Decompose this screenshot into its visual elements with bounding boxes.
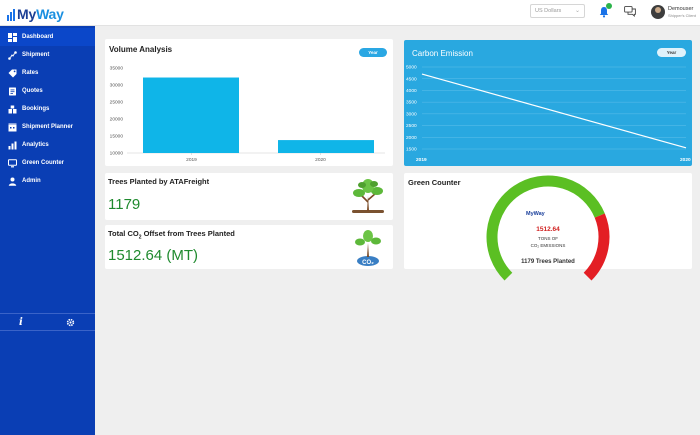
sidebar-item-label: Dashboard	[22, 34, 54, 40]
notification-badge	[606, 3, 612, 9]
sidebar-item-label: Rates	[22, 70, 39, 76]
volume-analysis-title: Volume Analysis	[109, 45, 173, 54]
x-tick-label: 2019	[186, 157, 197, 163]
gauge-red-arc	[583, 213, 610, 281]
volume-bar-chart: 10000 15000 20000 25000 30000 35000 2019 2020	[110, 66, 385, 163]
sidebar-item-label: Analytics	[22, 142, 49, 148]
info-icon[interactable]: i	[19, 317, 23, 328]
tree-icon	[352, 179, 384, 213]
y-tick-label: 15000	[110, 134, 124, 140]
sidebar-item-dashboard[interactable]: Dashboard	[0, 28, 95, 46]
sidebar-item-bookings[interactable]: Bookings	[0, 100, 95, 118]
y-tick-label: 35000	[110, 66, 124, 72]
y-tick-label: 25000	[110, 100, 124, 106]
logo-bars-icon	[7, 9, 15, 21]
avatar[interactable]	[651, 5, 665, 19]
bar-2019	[143, 77, 239, 153]
user-role: Shipper's Client	[668, 13, 696, 18]
top-bar: MyWay US Dollars ⌄ Demouser Shipper's Cl…	[0, 0, 700, 26]
y-tick-label: 1500	[406, 147, 417, 153]
co2-offset-title-suffix: Offset from Trees Planted	[141, 229, 235, 238]
x-tick-label: 2019	[416, 157, 427, 163]
sidebar-item-rates[interactable]: Rates	[0, 64, 95, 82]
rates-tag-icon	[8, 69, 17, 78]
x-tick-label: 2020	[315, 157, 326, 163]
trees-planted-title: Trees Planted by ATAFreight	[108, 177, 210, 186]
trees-planted-card: Trees Planted by ATAFreight 1179	[105, 173, 393, 220]
emission-series-line	[421, 73, 687, 149]
co2-offset-title: Total CO2 Offset from Trees Planted	[108, 229, 235, 241]
shipment-icon	[8, 50, 17, 60]
y-tick-label: 3500	[406, 100, 417, 106]
y-tick-label: 2500	[406, 123, 417, 129]
bookings-icon	[8, 105, 17, 114]
chat-icon[interactable]	[624, 6, 636, 17]
svg-text:CO₂: CO₂	[362, 260, 374, 266]
y-tick-label: 20000	[110, 117, 124, 123]
carbon-line-chart: 1500 2000 2500 3000 3500 4000 4500 5000 2019 2020	[406, 65, 691, 163]
monitor-icon	[8, 158, 17, 168]
sidebar-item-label: Shipment	[22, 52, 50, 58]
sidebar-item-admin[interactable]: Admin	[0, 172, 95, 190]
green-counter-title: Green Counter	[408, 178, 461, 187]
y-tick-label: 5000	[406, 65, 417, 71]
gauge-unit-line2: CO₂ EMISSIONS	[530, 243, 566, 248]
volume-year-filter-button[interactable]: Year	[359, 48, 387, 57]
carbon-emission-title: Carbon Emission	[412, 49, 473, 58]
sidebar-item-label: Shipment Planner	[22, 124, 74, 130]
bell-icon[interactable]	[598, 6, 610, 18]
y-tick-label: 30000	[110, 83, 124, 89]
gauge-green-arc	[486, 175, 605, 281]
bar-2020	[278, 140, 374, 153]
currency-value: US Dollars	[535, 8, 562, 14]
sidebar-item-green-counter[interactable]: Green Counter	[0, 154, 95, 172]
co2-offset-title-sub: 2	[138, 234, 142, 241]
x-tick-label: 2020	[680, 157, 691, 163]
sidebar-footer: i	[0, 313, 95, 331]
sidebar-item-label: Quotes	[22, 88, 43, 94]
logo-text-way: Way	[36, 6, 64, 22]
gauge-value: 1512.64	[536, 226, 560, 233]
analytics-icon	[8, 141, 17, 150]
logo-text-my: My	[17, 6, 37, 22]
user-name[interactable]: Demouser	[668, 6, 694, 12]
planner-icon	[8, 123, 17, 132]
chevron-down-icon: ⌄	[574, 8, 580, 14]
dashboard-icon	[8, 32, 17, 42]
gauge-trees-label: 1179 Trees Planted	[521, 259, 575, 265]
trees-planted-value: 1179	[108, 196, 141, 213]
admin-user-icon	[8, 177, 17, 186]
co2-tree-icon: CO₂	[355, 230, 381, 266]
currency-select[interactable]: US Dollars ⌄	[530, 4, 585, 18]
app-logo[interactable]: MyWay	[7, 5, 64, 21]
y-tick-label: 2000	[406, 135, 417, 141]
sidebar-item-shipment-planner[interactable]: Shipment Planner	[0, 118, 95, 136]
sidebar-item-shipment[interactable]: Shipment	[0, 46, 95, 64]
gauge-unit-line1: TONS OF	[538, 236, 558, 241]
quotes-icon	[8, 87, 17, 96]
co2-offset-title-prefix: Total CO	[108, 229, 139, 238]
gear-icon[interactable]	[66, 318, 75, 327]
carbon-year-filter-button[interactable]: Year	[657, 48, 686, 57]
gauge-logo: MyWay	[526, 211, 545, 217]
sidebar-nav: Dashboard Shipment Rates Quotes Bookings…	[0, 28, 95, 190]
y-tick-label: 4000	[406, 88, 417, 94]
carbon-emission-card: Carbon Emission Year 1500 2000 2500 3000 350…	[404, 40, 692, 166]
co2-offset-value: 1512.64 (MT)	[108, 247, 199, 264]
y-tick-label: 10000	[110, 151, 124, 157]
green-counter-card: Green Counter MyWay 1512.64 TONS OF CO₂ …	[404, 173, 692, 281]
sidebar-item-label: Green Counter	[22, 160, 65, 166]
sidebar-item-analytics[interactable]: Analytics	[0, 136, 95, 154]
y-tick-label: 3000	[406, 111, 417, 117]
co2-offset-card: Total CO2 Offset from Trees Planted 1512…	[105, 225, 393, 269]
sidebar-item-quotes[interactable]: Quotes	[0, 82, 95, 100]
y-tick-label: 4500	[406, 76, 417, 82]
volume-analysis-card: Volume Analysis Year 10000 15000 20000 2500…	[105, 39, 393, 166]
sidebar-item-label: Bookings	[22, 106, 50, 112]
sidebar-item-label: Admin	[22, 178, 41, 184]
green-counter-gauge	[486, 175, 610, 281]
